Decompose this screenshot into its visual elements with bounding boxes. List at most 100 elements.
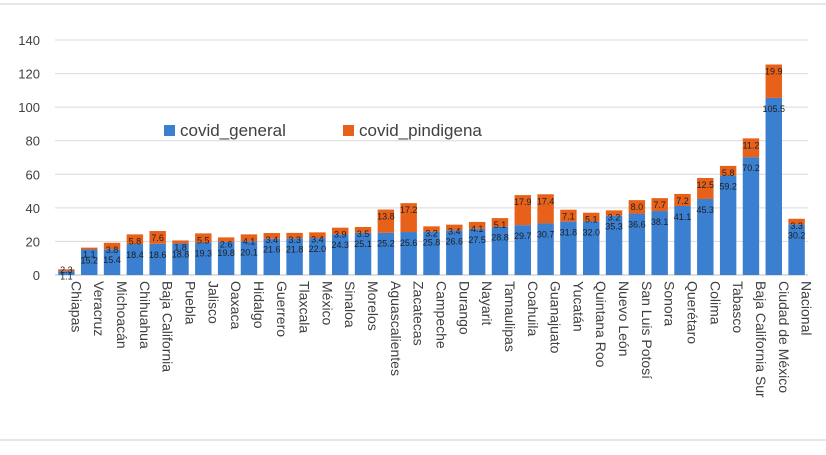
bar-covid-pindigena-25: [628, 200, 646, 214]
legend-swatch-covid-pindigena: [343, 125, 354, 136]
bar-covid-pindigena-6: [195, 233, 212, 243]
y-axis-tick-labels: 0 20 40 60 80 100 120 140: [18, 33, 40, 283]
bar-covid-pindigena-31: [765, 64, 782, 98]
x-tick-label-11: México: [319, 281, 335, 326]
data-label-covid-general-0: 2.3: [60, 265, 73, 275]
data-label-covid-general-32: 30.2: [788, 230, 806, 240]
legend-label-covid-pindigena: covid_pindigena: [359, 121, 482, 140]
data-label-covid-pindigena-26: 7.7: [653, 200, 666, 210]
bar-covid-pindigena-16: [423, 226, 440, 232]
bar-covid-general-8: [240, 241, 258, 275]
data-label-covid-general-5: 18.8: [172, 249, 190, 259]
x-tick-label-29: Tabasco: [730, 281, 746, 333]
data-label-covid-pindigena-17: 3.4: [448, 227, 461, 237]
x-tick-label-31: Ciudad de México: [776, 281, 792, 393]
data-labels: 2.31.115.21.115.43.818.45.818.67.618.81.…: [60, 67, 805, 282]
data-label-covid-pindigena-18: 4.1: [471, 224, 484, 234]
data-label-covid-pindigena-1: 1.1: [83, 250, 96, 260]
data-label-covid-general-27: 41.1: [674, 212, 692, 222]
x-tick-label-6: Jalisco: [205, 281, 221, 324]
data-label-covid-pindigena-2: 3.8: [106, 245, 119, 255]
x-tick-label-12: Sinaloa: [342, 281, 358, 328]
bar-covid-pindigena-8: [240, 234, 258, 242]
x-tick-label-14: Aguascalientes: [388, 281, 404, 376]
bar-covid-pindigena-19: [491, 218, 509, 227]
x-tick-label-4: Baja California: [160, 281, 176, 372]
data-label-covid-general-6: 19.3: [195, 249, 213, 259]
data-label-covid-pindigena-5: 1.8: [174, 242, 187, 252]
x-tick-label-3: Chihuahua: [137, 281, 153, 349]
data-label-covid-general-11: 22.0: [309, 244, 327, 254]
bar-covid-pindigena-30: [742, 138, 760, 158]
bar-covid-pindigena-11: [309, 232, 326, 239]
x-tick-label-2: Michoacán: [114, 281, 130, 349]
bar-covid-pindigena-5: [172, 240, 189, 244]
data-label-covid-general-26: 38.1: [651, 217, 669, 227]
x-tick-label-9: Guerrero: [274, 281, 290, 337]
x-tick-label-16: Campeche: [434, 281, 450, 349]
data-label-covid-general-12: 24.3: [331, 240, 349, 250]
data-label-covid-general-29: 59.2: [719, 182, 737, 192]
data-label-covid-pindigena-0: 1.1: [60, 271, 73, 281]
bar-covid-general-13: [354, 232, 372, 275]
bar-covid-pindigena-9: [263, 233, 280, 239]
bar-covid-pindigena-27: [674, 193, 691, 207]
data-label-covid-general-14: 25.2: [377, 239, 395, 249]
bar-covid-general-18: [468, 228, 486, 275]
bar-covid-pindigena-20: [514, 195, 531, 226]
bar-covid-general-19: [491, 226, 509, 275]
bar-covid-general-30: [742, 157, 760, 275]
bars: [58, 64, 805, 276]
data-label-covid-general-13: 25.1: [354, 239, 372, 249]
data-label-covid-general-17: 26.6: [446, 236, 464, 246]
bar-covid-pindigena-26: [651, 198, 668, 212]
bar-covid-general-9: [263, 238, 280, 275]
data-label-covid-general-31: 105.5: [763, 104, 786, 114]
legend: covid_general covid_pindigena: [164, 121, 482, 140]
x-tick-label-30: Baja California Sur: [753, 281, 769, 398]
bar-covid-pindigena-21: [537, 194, 554, 224]
x-tick-label-20: Coahuila: [525, 281, 541, 336]
bar-covid-general-10: [286, 238, 303, 275]
data-label-covid-general-21: 30.7: [537, 229, 555, 239]
data-label-covid-pindigena-7: 2.6: [220, 239, 233, 249]
data-label-covid-pindigena-15: 17.2: [400, 205, 418, 215]
legend-label-covid-general: covid_general: [180, 121, 286, 140]
bar-covid-general-0: [58, 271, 75, 275]
x-tick-label-17: Durango: [456, 281, 472, 335]
data-label-covid-general-28: 45.3: [697, 205, 715, 215]
bar-covid-general-26: [651, 211, 668, 275]
x-tick-label-24: Nuevo León: [616, 281, 632, 357]
x-tick-label-13: Morelos: [365, 281, 381, 331]
data-label-covid-pindigena-3: 5.8: [129, 236, 142, 246]
x-tick-label-7: Oaxaca: [228, 281, 244, 329]
data-label-covid-pindigena-29: 5.8: [722, 168, 735, 178]
y-tick-label-100: 100: [18, 100, 40, 115]
data-label-covid-pindigena-27: 7.2: [676, 196, 689, 206]
bar-covid-general-25: [628, 213, 646, 275]
data-label-covid-pindigena-25: 8.0: [631, 202, 644, 212]
bar-covid-general-5: [172, 243, 189, 275]
data-label-covid-general-9: 21.6: [263, 245, 281, 255]
data-label-covid-pindigena-11: 3.4: [311, 234, 324, 244]
bar-covid-general-24: [605, 215, 623, 275]
data-label-covid-pindigena-24: 3.2: [608, 212, 621, 222]
data-label-covid-general-3: 18.4: [126, 250, 144, 260]
x-tick-label-15: Zacatecas: [411, 281, 427, 346]
legend-swatch-covid-general: [164, 125, 175, 136]
x-tick-label-26: Sonora: [662, 281, 678, 326]
bar-covid-general-27: [674, 206, 691, 275]
data-label-covid-pindigena-4: 7.6: [151, 233, 164, 243]
bar-covid-general-20: [514, 225, 531, 275]
data-label-covid-pindigena-14: 13.8: [377, 212, 395, 222]
x-tick-label-18: Nayarit: [479, 281, 495, 325]
bar-covid-pindigena-3: [126, 234, 144, 245]
bar-covid-general-12: [332, 234, 349, 275]
bar-covid-pindigena-23: [583, 212, 600, 222]
x-tick-label-22: Yucatán: [570, 281, 586, 332]
bar-covid-pindigena-22: [560, 209, 577, 222]
bar-covid-general-14: [377, 232, 395, 275]
bar-covid-pindigena-2: [103, 242, 121, 250]
data-label-covid-pindigena-23: 5.1: [585, 215, 598, 225]
